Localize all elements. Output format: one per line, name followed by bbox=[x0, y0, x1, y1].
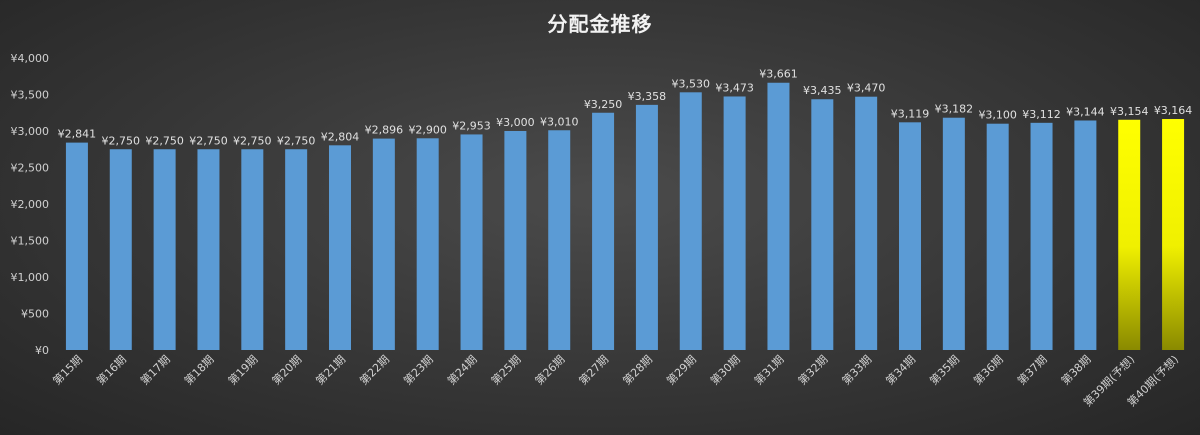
data-label: ¥3,473 bbox=[715, 81, 754, 94]
x-tick-label: 第17期 bbox=[137, 352, 172, 387]
x-tick-label: 第27期 bbox=[576, 352, 611, 387]
x-tick-label: 第19期 bbox=[225, 352, 260, 387]
forecast-bar bbox=[1118, 119, 1141, 351]
bar bbox=[767, 82, 790, 350]
data-label: ¥3,530 bbox=[672, 77, 711, 90]
bar bbox=[329, 145, 351, 350]
data-label: ¥3,182 bbox=[935, 103, 974, 116]
data-label: ¥2,750 bbox=[233, 134, 272, 147]
bar bbox=[460, 134, 483, 350]
bar bbox=[1030, 122, 1053, 350]
data-label: ¥3,470 bbox=[847, 82, 886, 95]
x-axis: 第15期 第16期 第17期 第18期 第19期 第20期 第21期 第22期 第23期 第24期… bbox=[50, 352, 1182, 409]
chart-title: 分配金推移 bbox=[547, 12, 653, 36]
x-tick-label: 第21期 bbox=[313, 352, 348, 387]
data-label: ¥3,358 bbox=[628, 90, 667, 103]
forecast-bar bbox=[1162, 119, 1185, 350]
x-tick-label: 第30期 bbox=[707, 352, 742, 387]
y-tick-label: ¥3,500 bbox=[11, 89, 50, 102]
y-tick-label: ¥2,000 bbox=[11, 198, 50, 211]
data-label: ¥3,010 bbox=[540, 115, 579, 128]
x-tick-label: 第37期 bbox=[1014, 352, 1049, 387]
data-label: ¥3,164 bbox=[1154, 104, 1193, 117]
data-label: ¥2,750 bbox=[145, 134, 184, 147]
bar bbox=[855, 96, 878, 350]
bar bbox=[372, 138, 395, 350]
bar bbox=[548, 130, 571, 350]
data-label: ¥2,750 bbox=[189, 134, 228, 147]
bar bbox=[285, 149, 308, 350]
data-label: ¥2,900 bbox=[408, 123, 447, 136]
x-tick-label: 第22期 bbox=[357, 352, 392, 387]
x-tick-label: 第28期 bbox=[620, 352, 655, 387]
bar bbox=[416, 138, 439, 350]
bar bbox=[679, 92, 702, 350]
data-label: ¥3,144 bbox=[1066, 105, 1105, 118]
y-tick-label: ¥0 bbox=[35, 344, 49, 357]
data-label: ¥3,100 bbox=[978, 109, 1017, 122]
x-tick-label: 第18期 bbox=[181, 352, 216, 387]
bar bbox=[635, 104, 658, 350]
y-tick-label: ¥2,500 bbox=[11, 162, 50, 175]
bars bbox=[65, 82, 1185, 351]
data-label: ¥3,250 bbox=[584, 98, 623, 111]
x-tick-label: 第38期 bbox=[1058, 352, 1093, 387]
bar bbox=[942, 117, 965, 351]
data-label: ¥2,953 bbox=[452, 119, 491, 132]
x-tick-label: 第20期 bbox=[269, 352, 304, 387]
x-tick-label: 第35期 bbox=[927, 352, 962, 387]
bar bbox=[153, 149, 176, 350]
x-tick-label: 第26期 bbox=[532, 352, 567, 387]
x-tick-label: 第33期 bbox=[839, 352, 874, 387]
bar bbox=[109, 149, 132, 350]
bar bbox=[899, 122, 921, 350]
x-tick-label: 第15期 bbox=[50, 352, 85, 387]
x-tick-label: 第32期 bbox=[795, 352, 830, 387]
bar bbox=[592, 112, 615, 350]
x-tick-label: 第25期 bbox=[488, 352, 523, 387]
x-tick-label: 第29期 bbox=[664, 352, 699, 387]
x-tick-label: 第36期 bbox=[970, 352, 1005, 387]
data-label: ¥2,896 bbox=[365, 124, 404, 137]
bar bbox=[241, 149, 264, 350]
data-label: ¥2,804 bbox=[321, 130, 360, 143]
y-tick-label: ¥1,500 bbox=[11, 235, 50, 248]
x-tick-label: 第31期 bbox=[751, 352, 786, 387]
bar bbox=[504, 131, 527, 350]
data-label: ¥3,435 bbox=[803, 84, 842, 97]
x-tick-label: 第16期 bbox=[94, 352, 129, 387]
data-label: ¥3,119 bbox=[891, 107, 930, 120]
data-label: ¥3,000 bbox=[496, 116, 535, 129]
bar bbox=[1074, 120, 1097, 350]
x-tick-label: 第34期 bbox=[883, 352, 918, 387]
y-tick-label: ¥500 bbox=[21, 308, 49, 321]
y-axis: ¥0 ¥500 ¥1,000 ¥1,500 ¥2,000 ¥2,500 ¥3,000 ¥3,5… bbox=[11, 52, 50, 357]
data-label: ¥3,661 bbox=[759, 68, 798, 81]
bar bbox=[65, 142, 88, 350]
bar bbox=[723, 96, 746, 350]
data-label: ¥2,750 bbox=[277, 134, 316, 147]
bar bbox=[197, 149, 220, 350]
data-label: ¥3,154 bbox=[1110, 105, 1149, 118]
y-tick-label: ¥1,000 bbox=[11, 271, 50, 284]
data-label: ¥2,750 bbox=[102, 134, 141, 147]
bar bbox=[811, 99, 834, 351]
x-tick-label: 第23期 bbox=[400, 352, 435, 387]
data-labels: ¥2,841 ¥2,750 ¥2,750 ¥2,750 ¥2,750 ¥2,750 ¥2,8… bbox=[58, 68, 1193, 148]
bar bbox=[986, 123, 1009, 350]
y-tick-label: ¥3,000 bbox=[11, 125, 50, 138]
data-label: ¥2,841 bbox=[58, 128, 97, 141]
x-tick-label: 第24期 bbox=[444, 352, 479, 387]
y-tick-label: ¥4,000 bbox=[11, 52, 50, 65]
data-label: ¥3,112 bbox=[1022, 108, 1061, 121]
